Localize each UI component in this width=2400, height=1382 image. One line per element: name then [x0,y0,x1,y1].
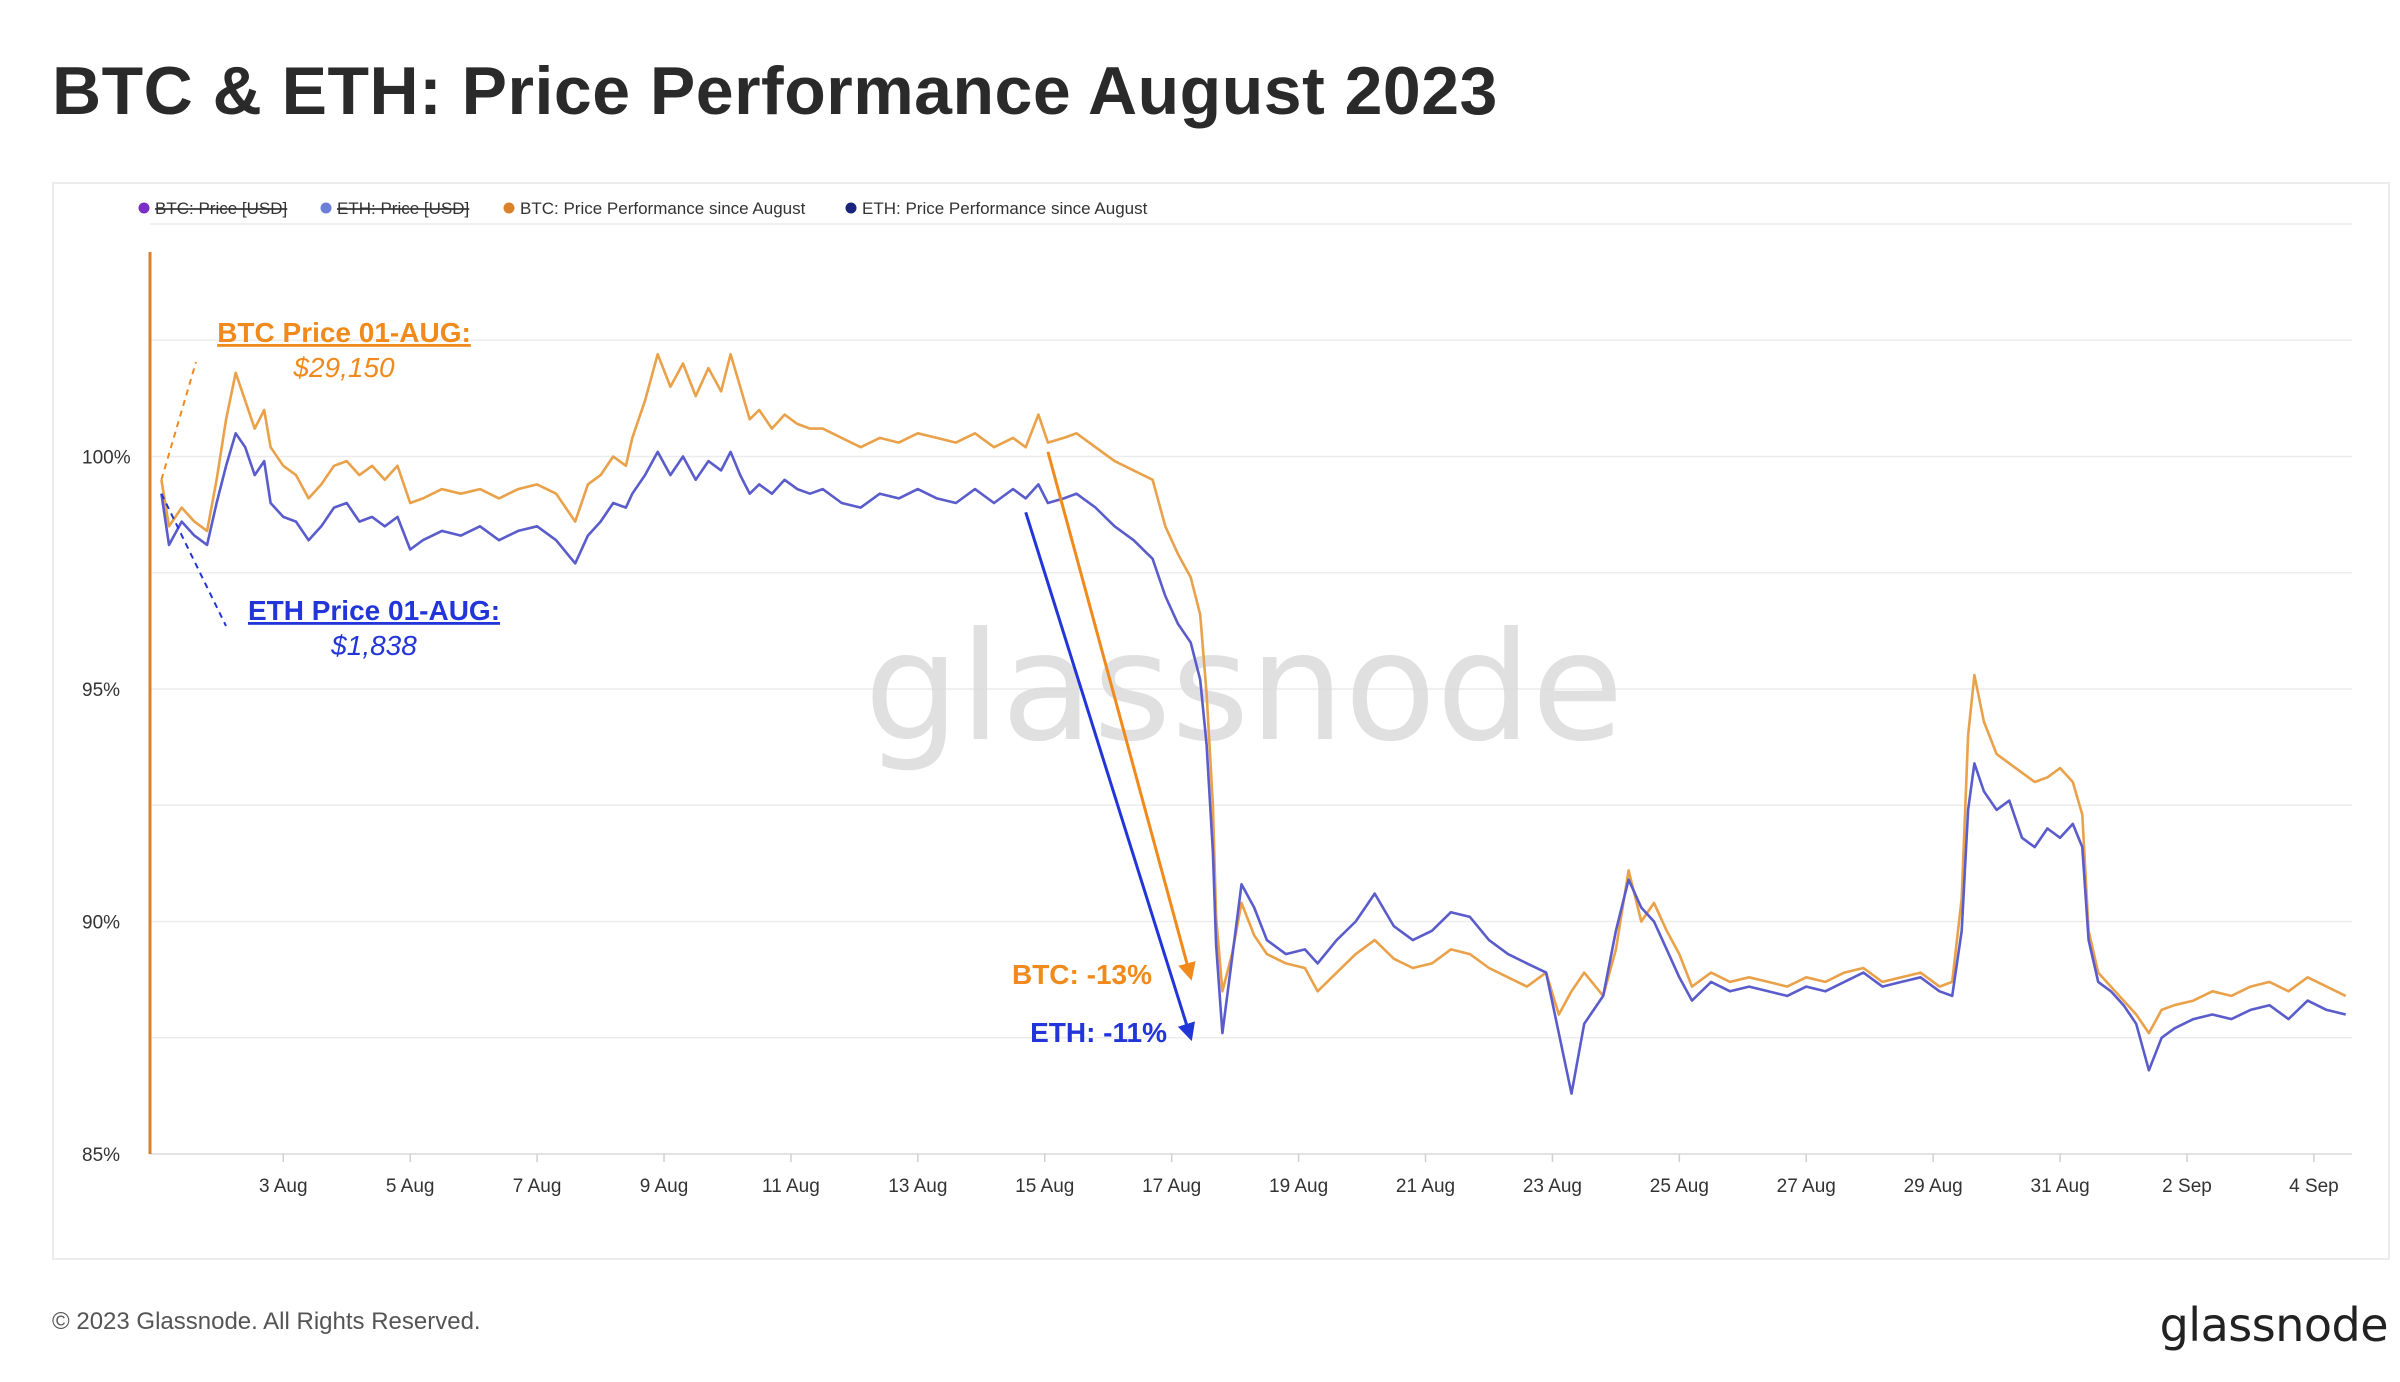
legend-marker [845,202,857,214]
page-title: BTC & ETH: Price Performance August 2023 [52,53,1498,129]
legend-marker [138,202,150,214]
eth-start-leader [160,493,227,627]
btc-start-title: BTC Price 01-AUG: [217,317,471,348]
legend-item: BTC: Price Performance since August [520,199,806,218]
x-tick-label: 21 Aug [1396,1176,1455,1197]
eth-start-value: $1,838 [330,630,417,661]
eth-start-title: ETH Price 01-AUG: [248,595,500,626]
chart-panel: glassnode 85% 90% 95% 100% 3 Aug 5 Aug 7 Aug 9 A… [52,182,2390,1260]
x-tick-label: 9 Aug [640,1176,689,1197]
x-tick-label: 11 Aug [762,1176,820,1197]
legend-item: BTC: Price [USD] [155,199,287,218]
btc-drop-arrow [1046,451,1196,981]
watermark: glassnode [864,601,1623,775]
eth-drop-arrow [1024,511,1195,1042]
eth-performance-line [160,432,2347,1095]
y-tick-label: 100% [82,448,131,469]
x-tick-label: 7 Aug [513,1176,562,1197]
x-tick-label: 17 Aug [1142,1176,1201,1197]
btc-performance-line [160,352,2347,1035]
btc-start-value: $29,150 [292,352,395,383]
btc-drop-label: BTC: -13% [1012,959,1152,990]
glassnode-logo: glassnode [2159,1298,2389,1352]
y-tick-label: 95% [82,680,120,701]
footer-copyright: © 2023 Glassnode. All Rights Reserved. [52,1308,481,1335]
legend-marker [503,202,515,214]
price-performance-chart: glassnode 85% 90% 95% 100% 3 Aug 5 Aug 7 Aug 9 A… [82,199,2352,1197]
x-tick-label: 5 Aug [386,1176,435,1197]
x-tick-label: 23 Aug [1523,1176,1582,1197]
x-tick-label: 2 Sep [2162,1176,2212,1197]
btc-start-leader [160,361,197,481]
x-tick-label: 15 Aug [1015,1176,1074,1197]
y-tick-label: 90% [82,913,120,934]
legend-item: ETH: Price Performance since August [862,199,1148,218]
legend-item: ETH: Price [USD] [337,199,469,218]
x-tick-label: 27 Aug [1777,1176,1836,1197]
x-tick-label: 13 Aug [888,1176,947,1197]
eth-drop-label: ETH: -11% [1030,1017,1167,1048]
x-tick-label: 4 Sep [2289,1176,2339,1197]
x-tick-label: 3 Aug [259,1176,308,1197]
x-tick-label: 19 Aug [1269,1176,1328,1197]
y-tick-label: 85% [82,1145,120,1166]
x-tick-label: 29 Aug [1904,1176,1963,1197]
legend-marker [320,202,332,214]
x-tick-label: 31 Aug [2031,1176,2090,1197]
x-tick-label: 25 Aug [1650,1176,1709,1197]
